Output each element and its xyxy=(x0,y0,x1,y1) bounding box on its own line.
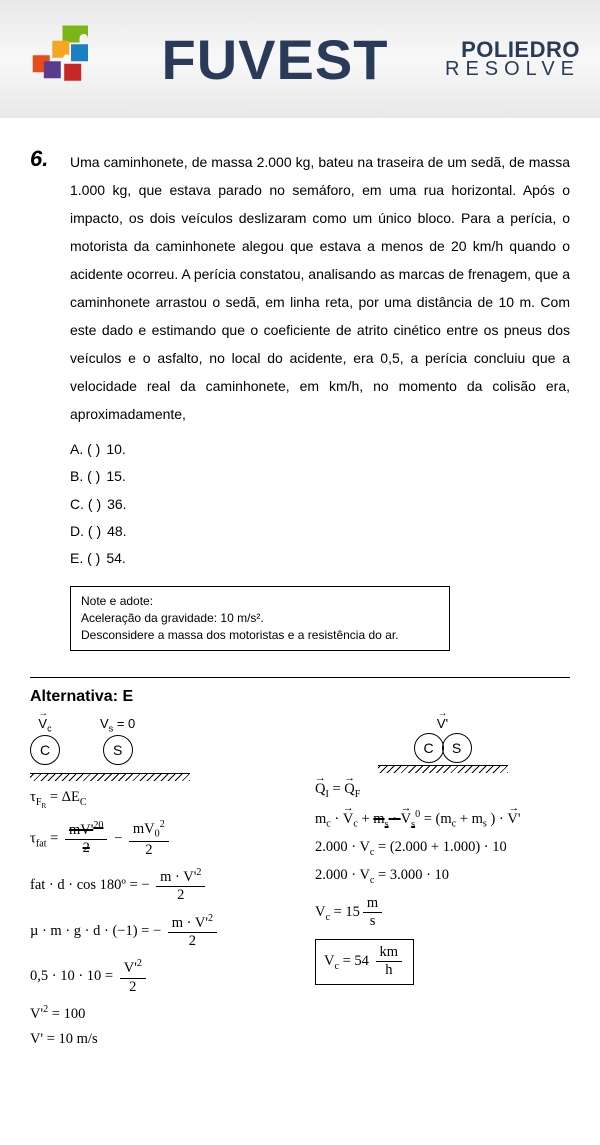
vs-eq: = 0 xyxy=(113,716,135,731)
page-content: 6. Uma caminhonete, de massa 2.000 kg, b… xyxy=(0,118,600,1077)
option-e: E. ( ) 54. xyxy=(70,545,570,572)
solution-block: Vc C Vs = 0 S τFR = ΔEC τfat = mV'202 − … xyxy=(30,716,570,1057)
note-box: Note e adote: Aceleração da gravidade: 1… xyxy=(70,586,450,650)
options-list: A. ( ) 10. B. ( ) 15. C. ( ) 36. D. ( ) … xyxy=(70,436,570,572)
option-d: D. ( ) 48. xyxy=(70,518,570,545)
eq-r4: 2.000 · Vc = 3.000 · 10 xyxy=(315,867,570,887)
ground-line-left xyxy=(30,773,190,781)
eq-fat-d: fat · d · cos 180º = − m · V'22 xyxy=(30,867,285,905)
poliedro-resolve-label: POLIEDRO RESOLVE xyxy=(445,40,580,78)
option-c: C. ( ) 36. xyxy=(70,491,570,518)
car-s-after-icon: S xyxy=(442,733,472,763)
eq-v2: V'2 = 100 xyxy=(30,1004,285,1023)
option-value: 36. xyxy=(107,491,126,518)
vc-symbol: V xyxy=(38,716,47,731)
poliedro-logo-icon xyxy=(20,17,105,102)
answer-title: Alternativa: E xyxy=(30,688,570,706)
option-b: B. ( ) 15. xyxy=(70,463,570,490)
car-c-after-icon: C xyxy=(414,733,444,763)
option-letter: B. ( ) xyxy=(70,463,100,490)
option-letter: D. ( ) xyxy=(70,518,101,545)
vc-sub: c xyxy=(47,723,52,733)
solution-left-column: Vc C Vs = 0 S τFR = ΔEC τfat = mV'202 − … xyxy=(30,716,285,1057)
eq-momentum: QI = QF xyxy=(315,781,570,801)
note-line1: Aceleração da gravidade: 10 m/s². xyxy=(81,610,439,627)
eq-numeric: 0,5 · 10 · 10 = V'22 xyxy=(30,958,285,996)
option-letter: C. ( ) xyxy=(70,491,101,518)
after-diagram: V' C S xyxy=(315,716,570,773)
question-number: 6. xyxy=(30,148,60,651)
eq-tau-dec: τFR = ΔEC xyxy=(30,789,285,810)
eq-r3: 2.000 · Vc = (2.000 + 1.000) · 10 xyxy=(315,839,570,859)
option-value: 54. xyxy=(106,545,125,572)
poliedro-label-bottom: RESOLVE xyxy=(445,60,580,78)
car-s-icon: S xyxy=(103,735,133,765)
eq-tau-fat: τfat = mV'202 − mV022 xyxy=(30,819,285,859)
page-header: FUVEST POLIEDRO RESOLVE xyxy=(0,0,600,118)
eq-final-boxed: Vc = 54 kmh xyxy=(315,939,570,985)
eq-momentum-expand: mc · Vc + ms · Vs0 = (mc + ms ) · V' xyxy=(315,809,570,831)
vs-symbol: V xyxy=(100,716,109,731)
note-line2: Desconsidere a massa dos motoristas e a … xyxy=(81,627,439,644)
question-block: 6. Uma caminhonete, de massa 2.000 kg, b… xyxy=(30,148,570,651)
vprime-symbol: V' xyxy=(437,716,448,731)
car-c-icon: C xyxy=(30,735,60,765)
option-value: 48. xyxy=(107,518,126,545)
option-letter: E. ( ) xyxy=(70,545,100,572)
note-title: Note e adote: xyxy=(81,593,439,610)
eq-vprime: V' = 10 m/s xyxy=(30,1031,285,1048)
option-letter: A. ( ) xyxy=(70,436,100,463)
eq-mu: µ · m · g · d · (−1) = − m · V'22 xyxy=(30,913,285,951)
section-divider xyxy=(30,677,570,678)
question-text: Uma caminhonete, de massa 2.000 kg, bate… xyxy=(70,148,570,428)
poliedro-label-top: POLIEDRO xyxy=(445,40,580,60)
ground-line-right xyxy=(378,765,508,773)
eq-vc-ms: Vc = 15ms xyxy=(315,895,570,931)
before-diagram: Vc C Vs = 0 S xyxy=(30,716,285,766)
option-value: 15. xyxy=(106,463,125,490)
option-a: A. ( ) 10. xyxy=(70,436,570,463)
option-value: 10. xyxy=(106,436,125,463)
fuvest-title: FUVEST xyxy=(125,27,425,92)
solution-right-column: V' C S QI = QF mc · Vc + ms · Vs0 = (mc … xyxy=(315,716,570,1057)
